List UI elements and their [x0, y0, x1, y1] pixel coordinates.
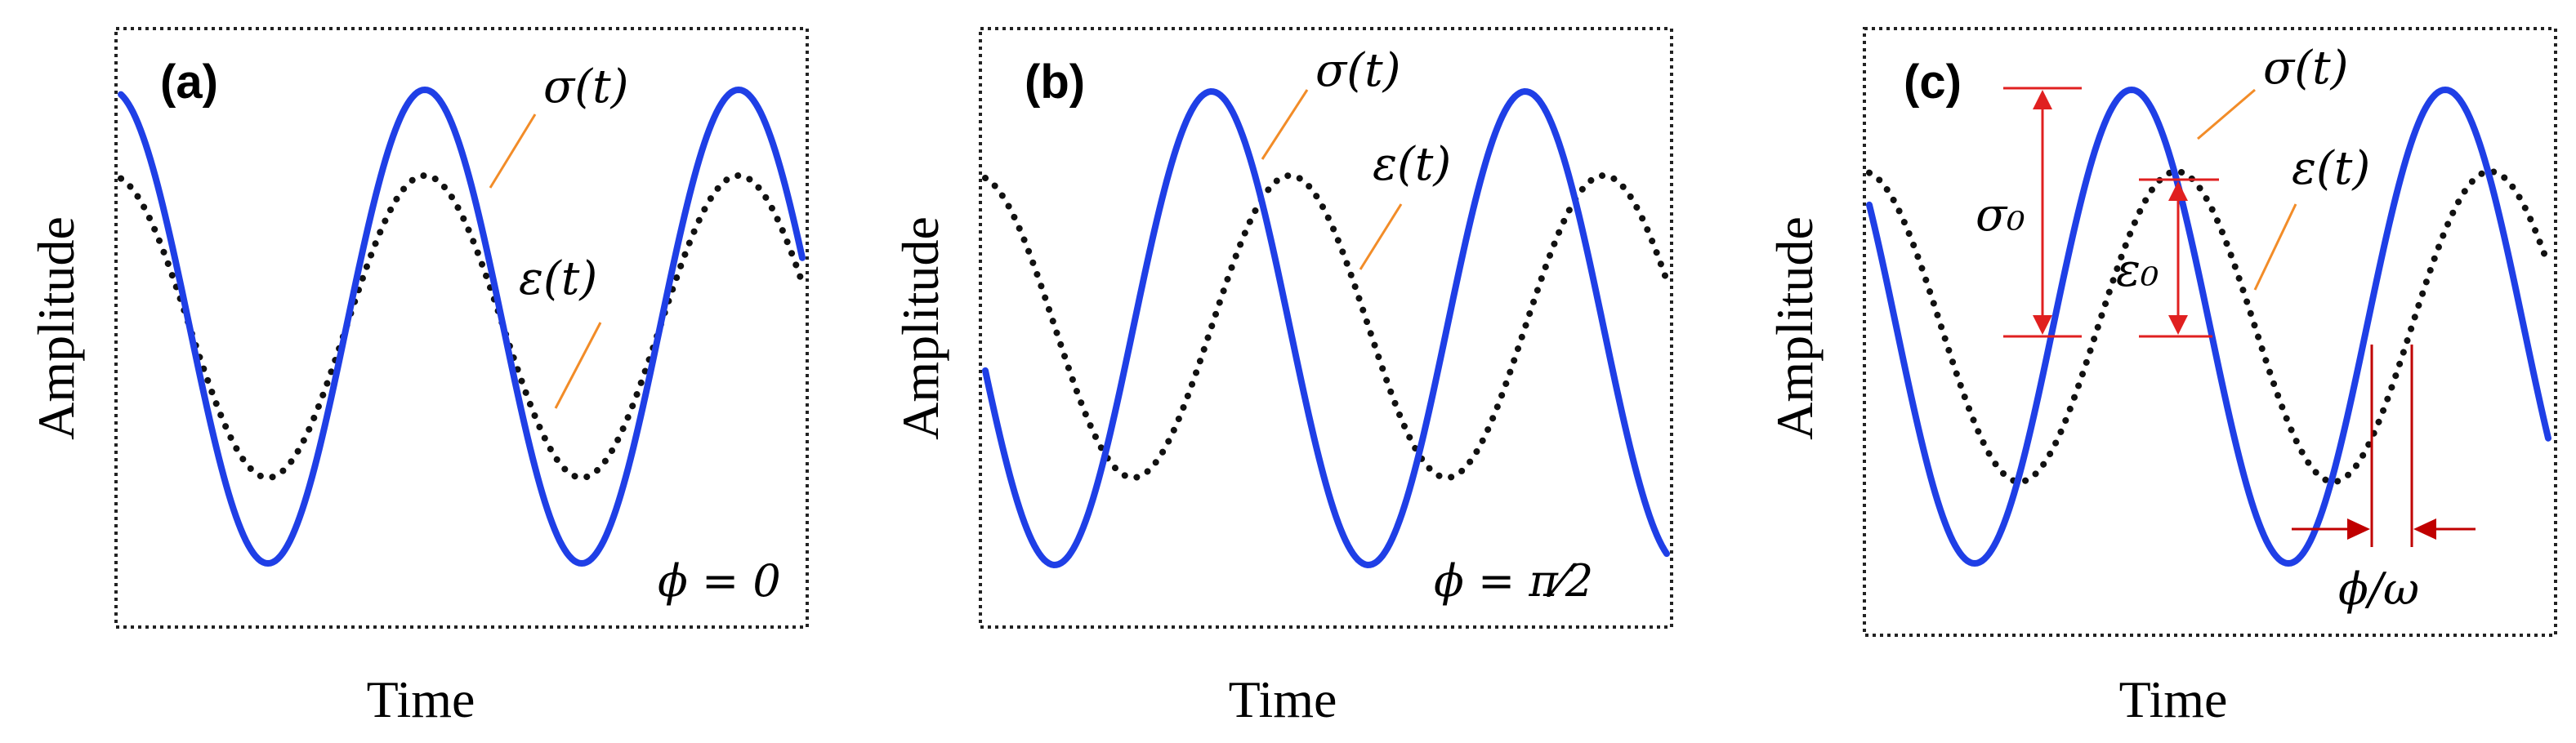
panel-b-stress-label: σ(t)	[1315, 44, 1400, 97]
arrowhead-down-icon	[2033, 315, 2052, 335]
arrowhead-up-icon	[2033, 90, 2052, 109]
panel-c-stress-label: σ(t)	[2263, 42, 2348, 95]
panel-a-xlabel: Time	[367, 670, 475, 728]
panel-b-strain-curve	[982, 171, 1670, 482]
panel-c-strain-leader	[2253, 203, 2297, 291]
strain-amplitude-dimension: ε₀	[2116, 178, 2219, 338]
panel-b-strain-leader	[1359, 203, 1403, 270]
panel-a-stress-label: σ(t)	[543, 60, 628, 113]
panel-b: (b) σ(t) ε(t) ϕ = π⁄2 Amplitude Time	[891, 27, 1673, 728]
arrowhead-left-icon	[2413, 518, 2436, 540]
panel-c-stress-leader	[2197, 88, 2256, 140]
panel-b-stress-curve	[982, 87, 1670, 569]
panel-a-ylabel: Amplitude	[27, 216, 85, 440]
panel-b-frame	[979, 27, 1673, 629]
stress-amplitude-label: σ₀	[1976, 189, 2025, 242]
panel-a: (a) σ(t) ε(t) ϕ = 0 Amplitude Time	[27, 27, 809, 728]
arrowhead-down-icon	[2168, 315, 2188, 335]
panel-a-stress-leader	[489, 113, 537, 189]
panel-c-ylabel: Amplitude	[1766, 216, 1824, 440]
arrowhead-right-icon	[2347, 518, 2370, 540]
panel-c: (c) σ(t) ε(t) σ₀ ε₀	[1766, 27, 2557, 728]
panel-b-stress-leader	[1261, 89, 1309, 160]
phase-lag-dimension: ϕ/ω	[2292, 345, 2476, 615]
panel-c-strain-label: ε(t)	[2292, 142, 2370, 195]
panel-a-strain-leader	[554, 322, 602, 409]
arrowhead-up-icon	[2168, 181, 2188, 201]
panel-a-frame	[114, 27, 809, 629]
panel-b-phase-label: ϕ = π⁄2	[1434, 555, 1593, 607]
panel-c-strain-curve	[1866, 167, 2551, 486]
panel-b-ylabel: Amplitude	[891, 216, 949, 440]
panel-a-label: (a)	[160, 56, 218, 109]
panel-a-stress-curve	[118, 86, 806, 567]
panel-a-phase-label: ϕ = 0	[658, 555, 781, 607]
panel-c-phase-label: ϕ/ω	[2338, 563, 2419, 615]
panel-b-strain-label: ε(t)	[1373, 138, 1451, 191]
panel-c-xlabel: Time	[2119, 670, 2228, 728]
panel-b-xlabel: Time	[1229, 670, 1337, 728]
panel-c-stress-curve	[1866, 86, 2551, 567]
stress-amplitude-dimension: σ₀	[1976, 87, 2082, 338]
strain-amplitude-label: ε₀	[2116, 244, 2159, 297]
panel-c-frame	[1863, 27, 2557, 637]
panel-a-strain-label: ε(t)	[519, 252, 597, 305]
panel-a-strain-curve	[118, 171, 806, 482]
panel-c-label: (c)	[1904, 56, 1962, 109]
panel-b-label: (b)	[1025, 56, 1085, 109]
